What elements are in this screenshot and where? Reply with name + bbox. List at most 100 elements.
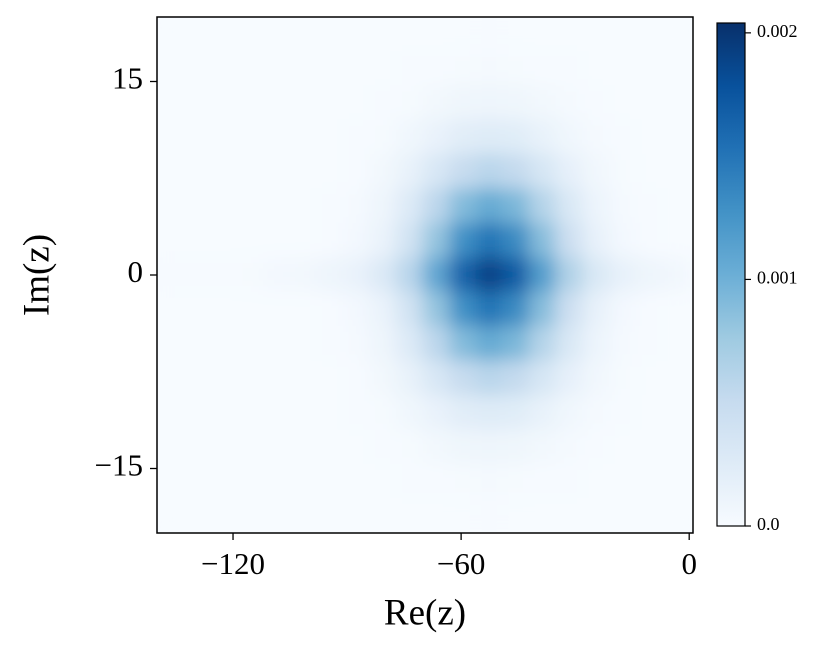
cell [529,463,557,500]
cell [342,222,371,259]
cell [316,257,344,293]
cell [262,429,291,465]
cell [582,50,610,87]
cell [236,291,264,328]
cell [582,360,610,396]
cell [183,222,211,259]
cell [236,188,264,224]
cell [289,257,318,293]
cell [395,291,424,328]
cell [608,85,637,121]
cell [582,154,610,190]
cell [236,222,264,259]
cell [369,257,397,293]
cell [342,85,371,121]
cell [502,222,531,259]
cell [369,85,397,121]
cell [662,154,690,190]
cell [262,498,291,533]
cell [608,17,637,52]
cell [555,360,584,396]
cell [555,188,584,224]
cell [289,85,318,121]
cell [502,429,531,465]
cell [529,291,557,328]
cell [422,119,451,156]
cell [209,257,238,293]
cell [342,188,371,224]
cell [608,119,637,156]
cell [422,429,451,465]
cell [635,360,664,396]
cell [582,119,610,156]
cell [289,498,318,533]
cell [475,154,504,190]
cell [449,360,477,396]
cell [529,119,557,156]
cell [316,50,344,87]
cell [262,291,291,328]
cell [209,429,238,465]
cell [157,17,185,52]
cell [608,291,637,328]
cell [183,154,211,190]
cell [502,50,531,87]
cell [183,85,211,121]
cell [475,257,504,293]
cell [209,498,238,533]
cell [449,119,477,156]
colorbar-tick-label: 0.0 [757,514,780,534]
cell [157,498,185,533]
x-axis-label: Re(z) [384,592,466,633]
cell [209,326,238,362]
cell [316,463,344,500]
cell [635,291,664,328]
x-tick-label: −60 [437,546,485,581]
cell [369,429,397,465]
cell [369,360,397,396]
cell [289,291,318,328]
cell [529,154,557,190]
cell [209,50,238,87]
cell [422,257,451,293]
axes: −120 −60 0 −15 0 15 0.0 0.001 0.002 [95,21,798,581]
cell [157,119,185,156]
cell [449,17,477,52]
cell [395,85,424,121]
cell [289,154,318,190]
cell [608,360,637,396]
cell [316,429,344,465]
cell [555,394,584,431]
cell [236,429,264,465]
cell [422,222,451,259]
cell [422,360,451,396]
cell [262,119,291,156]
cell [262,154,291,190]
cell [209,394,238,431]
cell [236,326,264,362]
cell [555,222,584,259]
cell [183,291,211,328]
cell [157,188,185,224]
cell [369,498,397,533]
cell [582,257,610,293]
cell [555,429,584,465]
colorbar [716,22,746,527]
cell [475,326,504,362]
cell [608,429,637,465]
y-axis-label: Im(z) [16,234,57,316]
cell [157,222,185,259]
cell [582,498,610,533]
cell [422,498,451,533]
cell [422,17,451,52]
cell [529,188,557,224]
cell [502,463,531,500]
cell [342,291,371,328]
cell [209,154,238,190]
cell [157,154,185,190]
cell [395,394,424,431]
cell [236,463,264,500]
cell [529,326,557,362]
cell [157,326,185,362]
cell [502,326,531,362]
